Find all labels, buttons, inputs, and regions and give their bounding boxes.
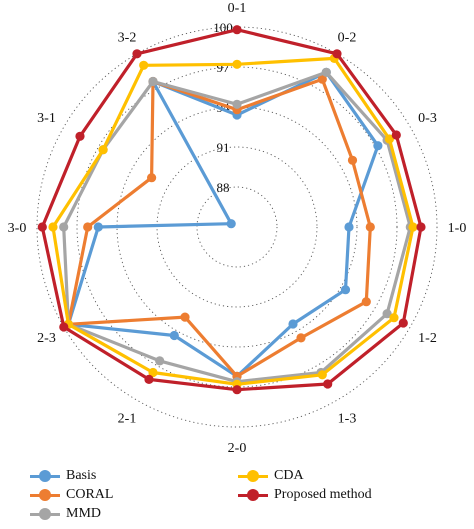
legend-dot xyxy=(39,489,51,501)
data-point xyxy=(323,379,333,389)
category-label: 2-3 xyxy=(37,331,56,346)
data-point xyxy=(408,222,418,232)
legend-swatch-mmd xyxy=(30,507,60,521)
data-point xyxy=(317,74,327,84)
data-point xyxy=(384,134,394,144)
data-point xyxy=(389,313,399,323)
legend-item-basis: Basis xyxy=(30,468,96,484)
data-point xyxy=(347,155,358,165)
legend-swatch-cda xyxy=(238,469,268,483)
data-point xyxy=(169,330,179,341)
legend-dot xyxy=(247,470,259,482)
category-label: 2-0 xyxy=(228,441,247,456)
data-point xyxy=(232,99,242,109)
data-point xyxy=(75,131,85,141)
data-point xyxy=(365,222,375,232)
series-proposed-method xyxy=(37,25,426,395)
legend-swatch-basis xyxy=(30,469,60,483)
legend-item-cda: CDA xyxy=(238,468,304,484)
data-point xyxy=(139,60,149,70)
data-point xyxy=(361,297,371,307)
legend-dot xyxy=(39,508,51,520)
grid-ring xyxy=(196,186,278,268)
data-point xyxy=(344,222,354,232)
grid-ring xyxy=(156,146,318,308)
grid-ring xyxy=(116,106,358,348)
data-point xyxy=(391,130,401,140)
data-point xyxy=(93,222,103,232)
legend-dot xyxy=(39,470,51,482)
data-point xyxy=(155,356,165,366)
legend-label-mmd: MMD xyxy=(66,506,102,521)
data-point xyxy=(226,219,236,229)
category-label: 1-2 xyxy=(418,331,437,346)
legend-label-coral: CORAL xyxy=(66,487,114,502)
radial-tick-label: 97 xyxy=(217,60,231,75)
data-point xyxy=(296,333,306,343)
legend-swatch-proposed-method xyxy=(238,488,268,502)
grid-ring xyxy=(36,26,438,428)
data-point xyxy=(147,173,157,183)
legend-label-basis: Basis xyxy=(66,468,97,483)
category-label: 3-2 xyxy=(118,31,137,46)
category-label: 3-0 xyxy=(8,221,27,236)
data-point xyxy=(180,312,190,322)
data-point xyxy=(416,222,426,232)
legend-swatch-coral xyxy=(30,488,60,502)
legend-item-mmd: MMD xyxy=(30,506,101,522)
data-point xyxy=(48,222,58,232)
category-label: 0-2 xyxy=(338,31,357,46)
radar-grid xyxy=(36,26,438,428)
category-label: 2-1 xyxy=(118,412,137,427)
data-point xyxy=(340,285,351,295)
data-point xyxy=(232,385,242,395)
data-point xyxy=(382,309,392,319)
data-point xyxy=(332,49,342,59)
legend: Basis CORAL MMD CDA Proposed method xyxy=(0,462,474,529)
data-point xyxy=(144,374,154,384)
data-point xyxy=(232,59,242,69)
series-cda xyxy=(48,53,418,389)
data-point xyxy=(232,25,242,35)
data-point xyxy=(83,222,93,232)
data-point xyxy=(59,322,69,332)
data-point xyxy=(59,222,69,232)
legend-item-proposed-method: Proposed method xyxy=(238,487,372,503)
category-label: 1-0 xyxy=(448,221,467,236)
category-labels: 0-1 0-2 0-3 1-0 1-2 1-3 2-0 2-1 2-3 3-0 3-1 3-2 xyxy=(8,1,467,456)
grid-ring xyxy=(76,66,398,388)
data-point xyxy=(373,141,383,151)
data-point xyxy=(132,49,142,59)
category-label: 1-3 xyxy=(338,412,357,427)
radial-tick-label: 88 xyxy=(217,180,230,195)
legend-label-cda: CDA xyxy=(274,468,304,483)
category-label: 3-1 xyxy=(37,111,56,126)
series-line xyxy=(66,70,380,378)
data-point xyxy=(148,76,158,87)
data-point xyxy=(37,222,47,232)
category-label: 0-1 xyxy=(228,1,247,16)
radar-series xyxy=(37,25,426,395)
data-point xyxy=(398,318,408,328)
category-label: 0-3 xyxy=(418,111,437,126)
legend-dot xyxy=(247,489,259,501)
data-point xyxy=(288,319,298,329)
data-point xyxy=(321,67,331,77)
legend-item-coral: CORAL xyxy=(30,487,113,503)
legend-label-proposed-method: Proposed method xyxy=(274,487,372,502)
data-point xyxy=(148,367,158,378)
data-point xyxy=(98,145,108,155)
radial-tick-label: 91 xyxy=(217,140,230,155)
data-point xyxy=(317,370,327,380)
